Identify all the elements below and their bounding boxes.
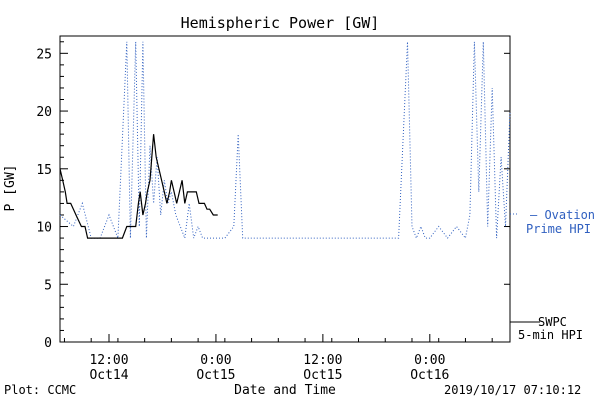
- y-tick-label: 25: [36, 47, 52, 62]
- y-tick-label: 10: [36, 221, 52, 236]
- y-tick-label: 5: [44, 278, 52, 293]
- x-tick-date-label: Oct15: [303, 368, 342, 383]
- x-tick-time-label: 12:00: [303, 353, 342, 368]
- footer-plot-credit: Plot: CCMC: [4, 383, 76, 397]
- plot-frame: [59, 35, 511, 343]
- x-tick-time-label: 0:00: [200, 353, 231, 368]
- legend-swpc-label-2: 5-min HPI: [518, 328, 583, 342]
- legend-ovation-label-2: Prime HPI: [526, 222, 591, 236]
- y-tick-label: 20: [36, 105, 52, 120]
- chart-title: Hemispheric Power [GW]: [181, 14, 380, 32]
- y-tick-label: 0: [44, 336, 52, 351]
- x-tick-time-label: 0:00: [414, 353, 445, 368]
- series-ovation-line: [59, 41, 511, 240]
- x-tick-date-label: Oct14: [89, 368, 128, 383]
- plot-area: 051015202512:00Oct140:00Oct1512:00Oct150…: [36, 35, 540, 383]
- legend-swpc-label: SWPC: [538, 315, 567, 329]
- x-tick-date-label: Oct15: [196, 368, 235, 383]
- y-axis-label: P [GW]: [3, 165, 18, 212]
- series-swpc-line: [59, 134, 218, 239]
- x-tick-time-label: 12:00: [89, 353, 128, 368]
- y-tick-label: 15: [36, 163, 52, 178]
- x-axis-label: Date and Time: [234, 383, 336, 398]
- legend-ovation-label: — Ovation: [530, 208, 595, 222]
- footer-timestamp: 2019/10/17 07:10:12: [444, 383, 581, 397]
- x-tick-date-label: Oct16: [410, 368, 449, 383]
